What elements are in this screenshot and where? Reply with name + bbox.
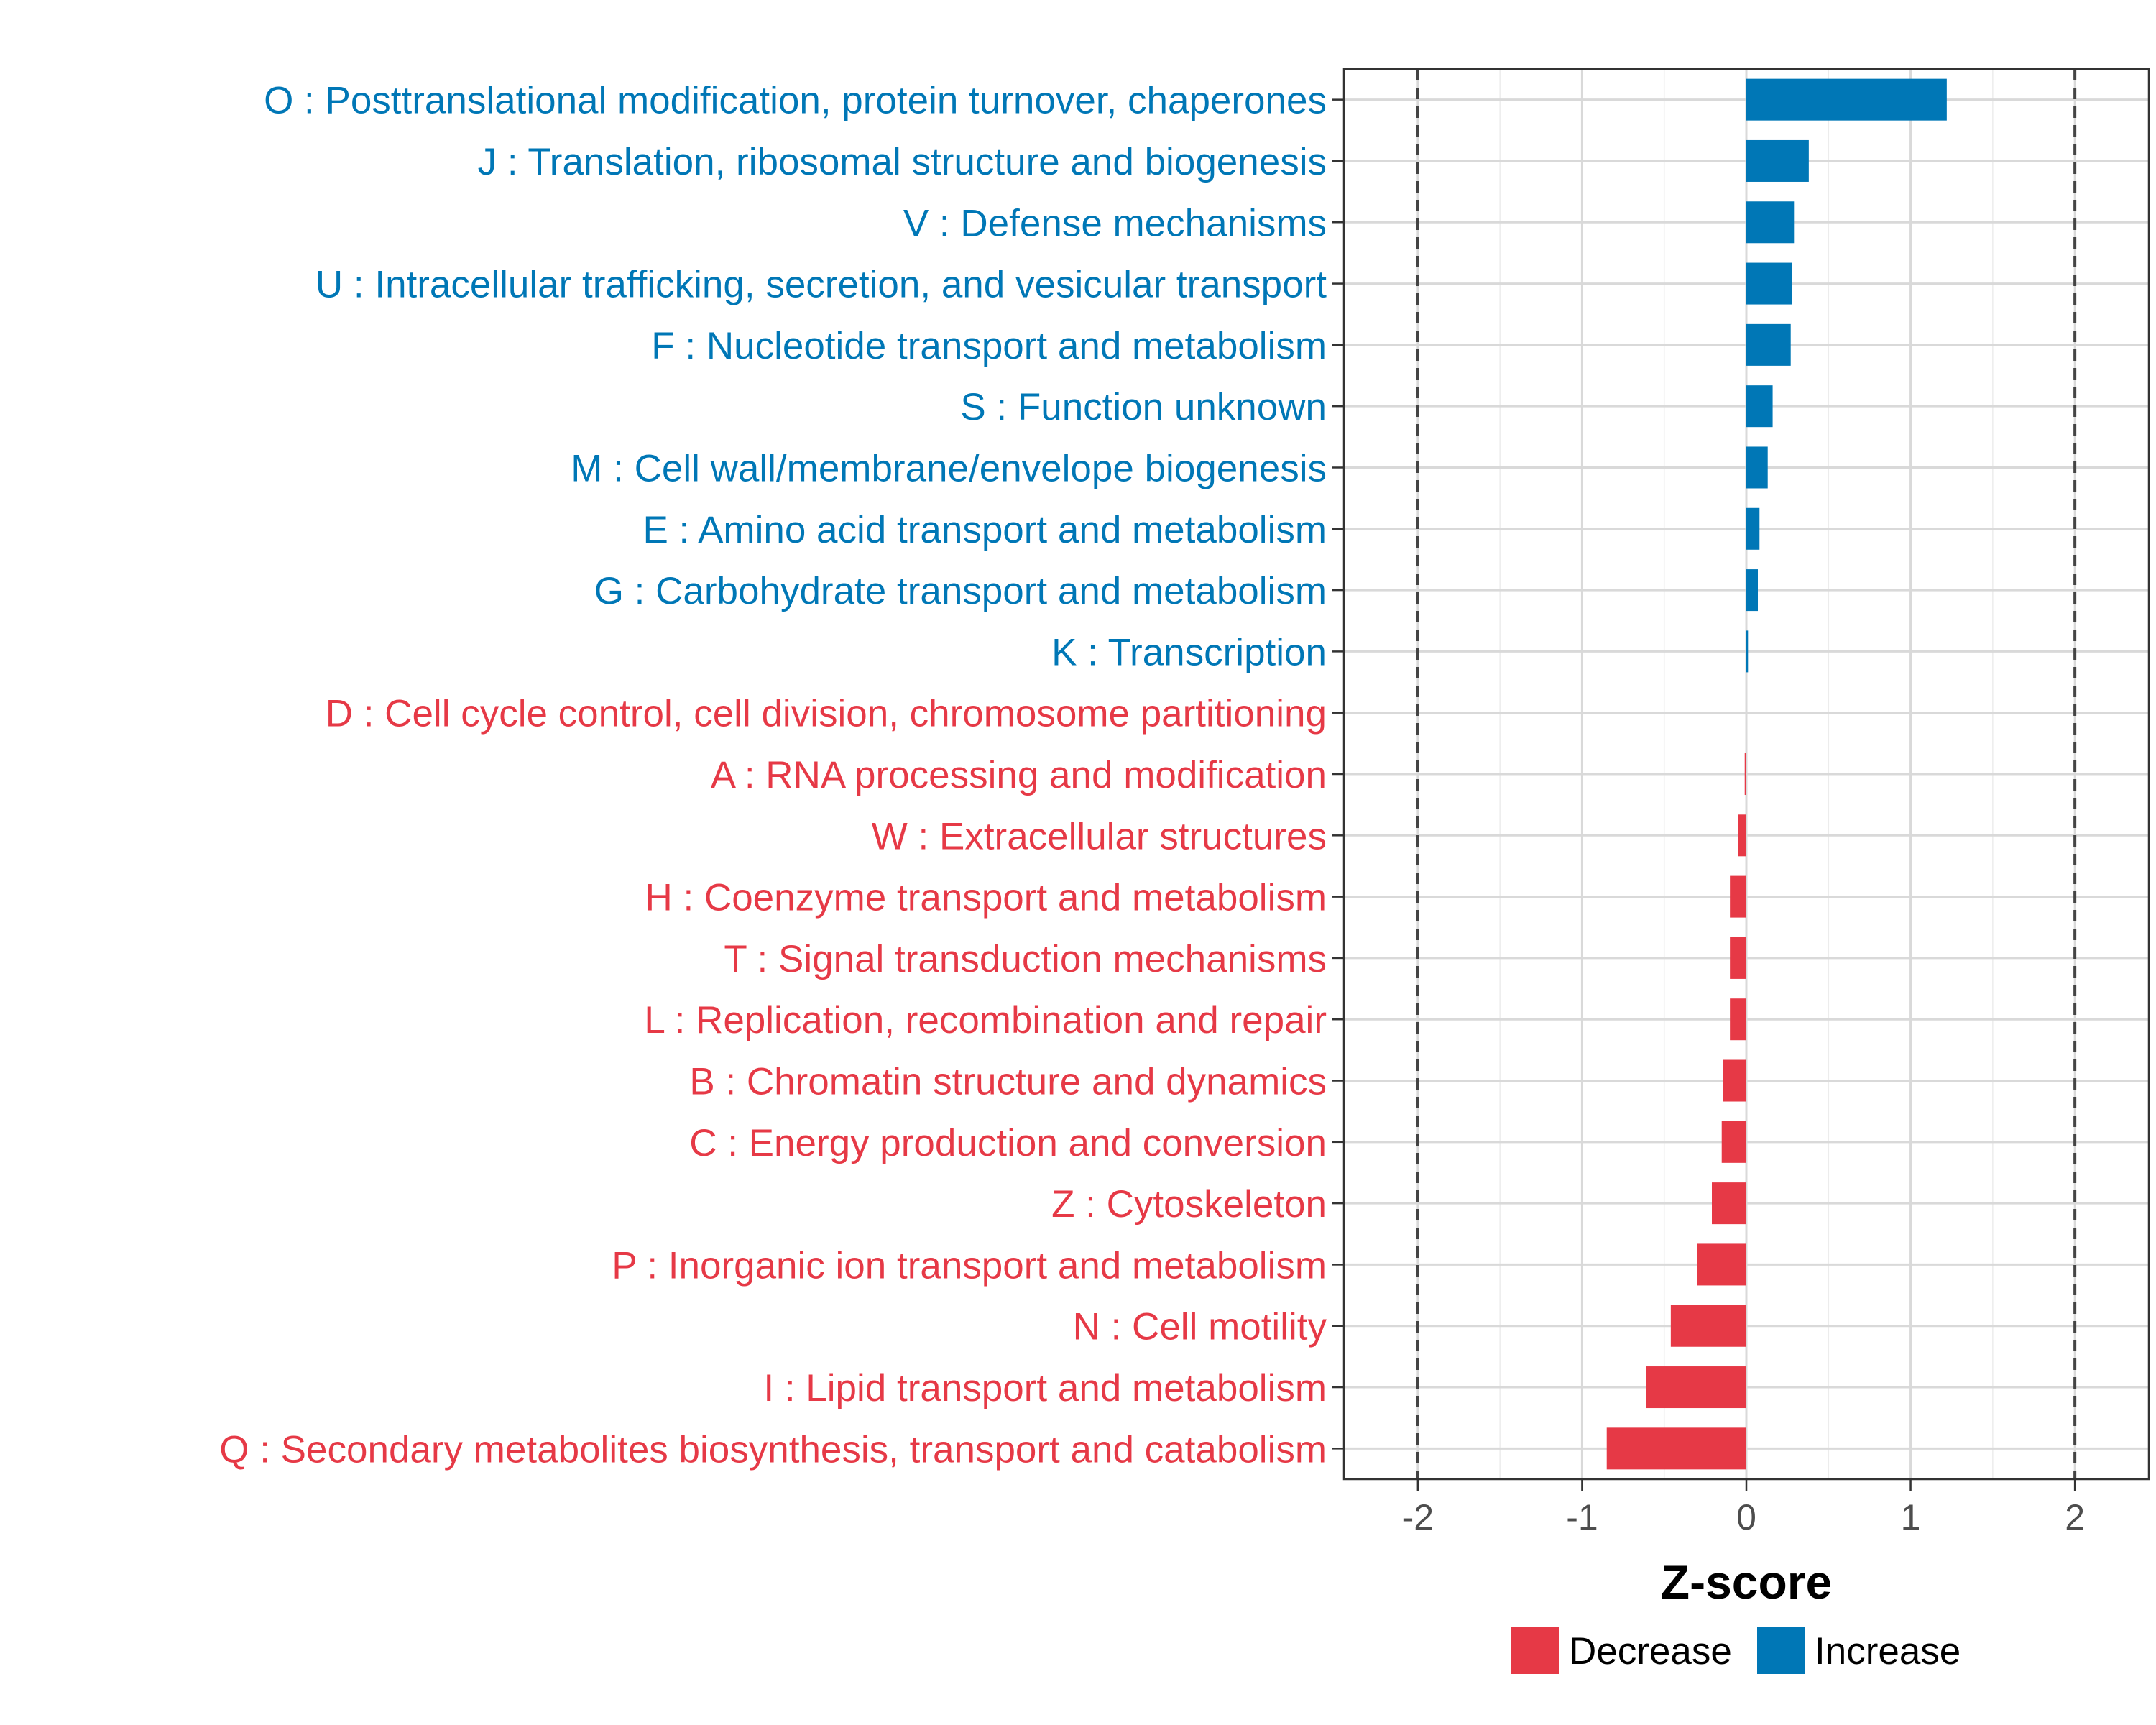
y-axis: O : Posttranslational modification, prot…: [219, 80, 1344, 1471]
y-tick-label: N : Cell motility: [1073, 1306, 1327, 1348]
bar: [1670, 1305, 1746, 1347]
y-tick-label: M : Cell wall/membrane/envelope biogenes…: [571, 447, 1327, 489]
y-tick-label: T : Signal transduction mechanisms: [724, 938, 1327, 980]
bars: [1606, 78, 1947, 1470]
y-tick-label: E : Amino acid transport and metabolism: [642, 509, 1327, 551]
y-tick-label: Q : Secondary metabolites biosynthesis, …: [219, 1428, 1327, 1471]
y-tick-label: U : Intracellular trafficking, secretion…: [315, 264, 1327, 306]
bar: [1746, 78, 1947, 121]
bar: [1738, 814, 1746, 857]
bar: [1697, 1243, 1746, 1286]
bar: [1746, 139, 1809, 182]
bar: [1721, 1121, 1746, 1163]
bar: [1746, 262, 1792, 305]
legend-key: [1757, 1627, 1805, 1674]
y-tick-label: B : Chromatin structure and dynamics: [689, 1061, 1327, 1103]
x-tick-label: 0: [1736, 1497, 1756, 1537]
y-tick-label: W : Extracellular structures: [872, 815, 1327, 857]
legend-label: Increase: [1815, 1630, 1961, 1673]
y-tick-label: G : Carbohydrate transport and metabolis…: [594, 570, 1327, 612]
bar: [1712, 1182, 1746, 1225]
legend-key: [1511, 1627, 1559, 1674]
bar: [1746, 323, 1791, 366]
bar: [1746, 507, 1760, 550]
reference-lines: [1416, 69, 2077, 1479]
y-tick-label: Z : Cytoskeleton: [1051, 1183, 1327, 1225]
bar: [1730, 937, 1746, 979]
bar: [1746, 446, 1768, 489]
y-tick-label: P : Inorganic ion transport and metaboli…: [612, 1244, 1327, 1287]
x-tick-label: 2: [2065, 1497, 2085, 1537]
y-tick-label: K : Transcription: [1051, 631, 1327, 673]
bar: [1744, 753, 1746, 796]
legend: Decrease Increase: [1511, 1627, 1961, 1674]
bar: [1730, 875, 1746, 918]
bar: [1746, 385, 1773, 428]
bar: [1723, 1059, 1746, 1102]
x-axis: -2 -1 0 1 2: [1402, 1479, 2085, 1537]
y-tick-label: H : Coenzyme transport and metabolism: [645, 877, 1327, 919]
y-tick-label: V : Defense mechanisms: [903, 202, 1327, 244]
y-tick-label: O : Posttranslational modification, prot…: [264, 80, 1327, 122]
x-tick-label: 1: [1901, 1497, 1921, 1537]
y-tick-label: I : Lipid transport and metabolism: [763, 1367, 1327, 1409]
bar: [1730, 998, 1746, 1041]
x-axis-title: Z-score: [1661, 1555, 1832, 1609]
x-tick-label: -1: [1566, 1497, 1598, 1537]
bar: [1646, 1366, 1746, 1409]
y-tick-label: A : RNA processing and modification: [711, 754, 1327, 796]
bar: [1746, 630, 1749, 673]
bar: [1746, 569, 1758, 612]
y-tick-label: D : Cell cycle control, cell division, c…: [326, 693, 1327, 735]
y-tick-label: S : Function unknown: [960, 386, 1327, 428]
legend-label: Decrease: [1569, 1630, 1732, 1673]
y-tick-label: L : Replication, recombination and repai…: [644, 999, 1327, 1041]
y-tick-label: J : Translation, ribosomal structure and…: [478, 141, 1327, 183]
bar: [1606, 1427, 1746, 1470]
y-tick-label: F : Nucleotide transport and metabolism: [651, 325, 1327, 367]
bar: [1746, 201, 1795, 244]
x-tick-label: -2: [1402, 1497, 1434, 1537]
y-tick-label: C : Energy production and conversion: [689, 1122, 1327, 1164]
